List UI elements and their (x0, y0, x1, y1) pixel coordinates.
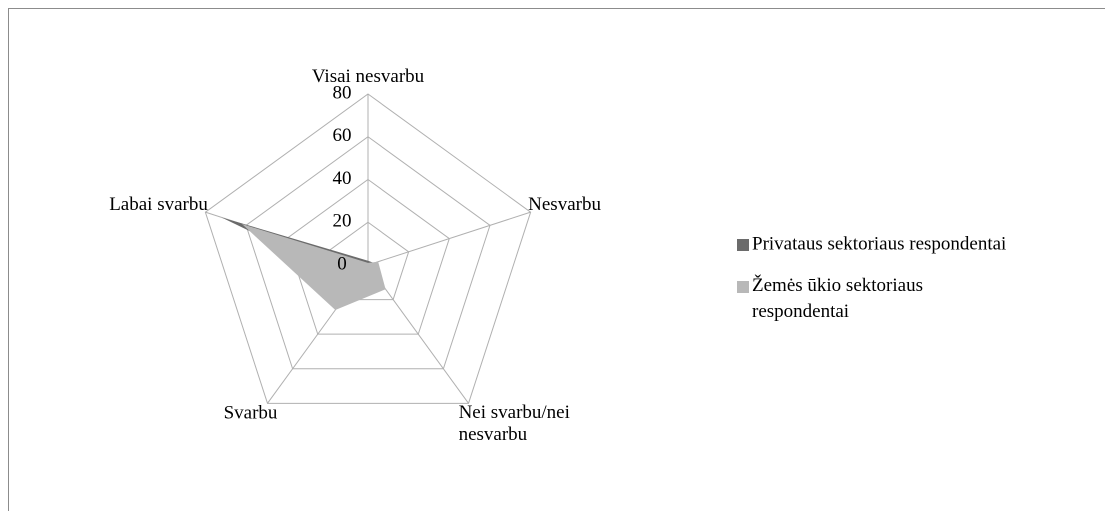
category-label: Labai svarbu (109, 194, 208, 215)
grid-line (326, 221, 410, 301)
tick-label: 80 (333, 82, 352, 103)
grid-line (204, 93, 532, 404)
axis-line (367, 211, 531, 266)
category-label: Visai nesvarbu (312, 66, 425, 87)
legend-swatch (737, 239, 749, 251)
grid-line (286, 178, 450, 335)
frame (8, 8, 1105, 511)
tick-label: 40 (333, 168, 352, 189)
tick-label: 60 (333, 125, 352, 146)
legend-swatch (737, 281, 749, 293)
legend-label: Privataus sektoriaus respondentai (752, 233, 1006, 254)
tick-label: 20 (333, 211, 352, 232)
category-label: Nesvarbu (528, 194, 601, 215)
legend-label: Žemės ūkio sektoriaus respondentai (752, 274, 923, 322)
category-label: Svarbu (224, 402, 278, 423)
tick-label: 0 (337, 253, 347, 274)
series-area (241, 224, 386, 310)
category-label: Nei svarbu/nei nesvarbu (459, 402, 570, 445)
grid-line (245, 136, 491, 370)
